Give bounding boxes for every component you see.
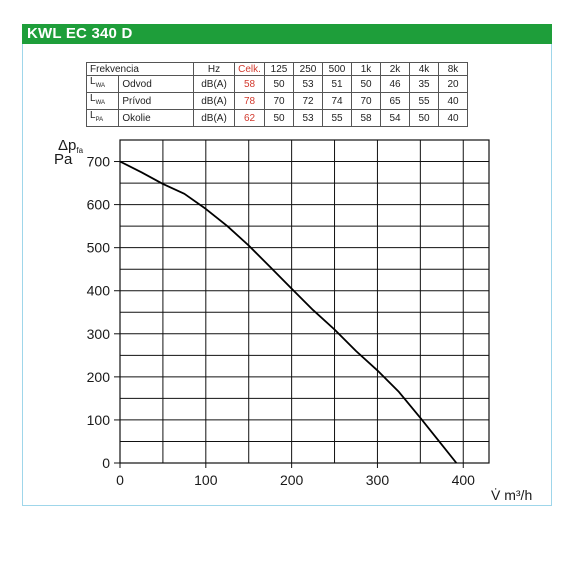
header-band-4k: 4k xyxy=(409,62,439,76)
row-value: 40 xyxy=(438,92,468,110)
row-value: 35 xyxy=(409,75,439,93)
header-band-1k: 1k xyxy=(351,62,381,76)
product-title: KWL EC 340 D xyxy=(27,25,133,42)
row-unit: dB(A) xyxy=(193,109,235,127)
row-symbol: LWA xyxy=(85,75,120,93)
row-value: 40 xyxy=(438,109,468,127)
row-symbol: LPA xyxy=(85,109,120,127)
header-hz: Hz xyxy=(193,62,235,76)
chart-grid xyxy=(119,139,490,464)
y-axis-label: Δpfa xyxy=(58,137,84,155)
x-axis-ticks: 0 100 200 300 400 xyxy=(116,463,475,488)
row-symbol: LWA xyxy=(85,92,120,110)
y-axis-unit: Pa xyxy=(54,151,73,168)
header-band-8k: 8k xyxy=(438,62,468,76)
title-bar: KWL EC 340 D xyxy=(22,24,552,44)
row-value: 53 xyxy=(293,109,323,127)
row-value: 74 xyxy=(322,92,352,110)
y-tick-label: 100 xyxy=(87,412,111,428)
row-value: 53 xyxy=(293,75,323,93)
row-value: 50 xyxy=(351,75,381,93)
series-line xyxy=(119,160,458,464)
row-name: Odvod xyxy=(118,75,194,93)
table-row-okolie: LPA Okolie dB(A) 62 50 53 55 58 54 50 40 xyxy=(85,109,468,127)
x-tick-label: 100 xyxy=(194,472,218,488)
row-value: 20 xyxy=(438,75,468,93)
row-value: 50 xyxy=(409,109,439,127)
y-tick-label: 500 xyxy=(87,240,111,256)
table-row-odvod: LWA Odvod dB(A) 58 50 53 51 50 46 35 20 xyxy=(85,75,468,93)
header-band-2k: 2k xyxy=(380,62,410,76)
row-unit: dB(A) xyxy=(193,75,235,93)
y-tick-label: 0 xyxy=(102,455,110,471)
y-tick-label: 600 xyxy=(87,197,111,213)
row-value: 50 xyxy=(264,75,294,93)
header-total: Celk. xyxy=(234,62,265,76)
row-value: 55 xyxy=(409,92,439,110)
header-band-250: 250 xyxy=(293,62,323,76)
header-frequency: Frekvencia xyxy=(86,62,194,76)
y-tick-label: 200 xyxy=(87,369,111,385)
row-value: 70 xyxy=(351,92,381,110)
y-tick-label: 700 xyxy=(87,154,111,170)
header-band-125: 125 xyxy=(264,62,294,76)
chart-series xyxy=(119,160,458,464)
row-value: 50 xyxy=(264,109,294,127)
row-name: Prívod xyxy=(118,92,194,110)
plot-frame xyxy=(119,139,490,464)
x-tick-label: 300 xyxy=(366,472,390,488)
row-total: 62 xyxy=(234,109,265,127)
y-tick-label: 400 xyxy=(87,283,111,299)
noise-table: Frekvencia Hz Celk. 125 250 500 1k 2k 4k… xyxy=(85,62,468,127)
row-value: 51 xyxy=(322,75,352,93)
x-axis-label: V̇ m³/h xyxy=(491,487,532,503)
row-value: 46 xyxy=(380,75,410,93)
row-value: 55 xyxy=(322,109,352,127)
row-total: 78 xyxy=(234,92,265,110)
x-tick-label: 400 xyxy=(452,472,476,488)
y-tick-label: 300 xyxy=(87,326,111,342)
noise-table-header-row: Frekvencia Hz Celk. 125 250 500 1k 2k 4k… xyxy=(86,62,468,76)
x-tick-label: 0 xyxy=(116,472,124,488)
row-total: 58 xyxy=(234,75,265,93)
row-value: 58 xyxy=(351,109,381,127)
row-value: 54 xyxy=(380,109,410,127)
pressure-flow-chart: 0 100 200 300 400 500 600 700 0 100 200 300 400 Δpf… xyxy=(54,137,532,503)
row-unit: dB(A) xyxy=(193,92,235,110)
x-tick-label: 200 xyxy=(280,472,304,488)
row-value: 65 xyxy=(380,92,410,110)
row-value: 70 xyxy=(264,92,294,110)
header-band-500: 500 xyxy=(322,62,352,76)
row-value: 72 xyxy=(293,92,323,110)
table-row-privod: LWA Prívod dB(A) 78 70 72 74 70 65 55 40 xyxy=(85,92,468,110)
y-axis-ticks: 0 100 200 300 400 500 600 700 xyxy=(87,154,120,471)
row-name: Okolie xyxy=(118,109,194,127)
